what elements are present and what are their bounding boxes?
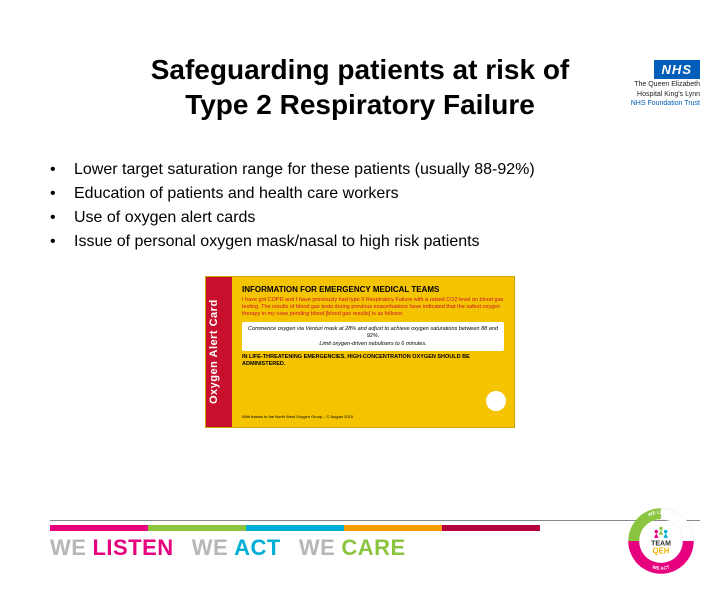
title-line2: Type 2 Respiratory Failure <box>185 89 535 120</box>
bullet-item: Use of oxygen alert cards <box>50 206 670 230</box>
badge-qeh: QEH <box>653 546 670 555</box>
title-line1: Safeguarding patients at risk of <box>151 54 570 85</box>
card-body: INFORMATION FOR EMERGENCY MEDICAL TEAMS … <box>232 277 514 427</box>
team-qeh-badge: TEAM QEH WE LISTEN WE ACT <box>622 502 700 580</box>
card-heading: INFORMATION FOR EMERGENCY MEDICAL TEAMS <box>242 285 504 294</box>
card-white-box: Commence oxygen via Venturi mask at 28% … <box>242 322 504 351</box>
card-mid1: Commence oxygen via Venturi mask at 28% … <box>247 326 499 340</box>
bar-maroon <box>442 525 540 531</box>
footer-rule <box>50 520 700 521</box>
nhs-trust-line2: Hospital King's Lynn <box>631 91 700 99</box>
bullet-item: Issue of personal oxygen mask/nasal to h… <box>50 230 670 254</box>
oxygen-alert-card: Oxygen Alert Card INFORMATION FOR EMERGE… <box>205 276 515 428</box>
bullet-item: Lower target saturation range for these … <box>50 158 670 182</box>
slogan-listen: WELISTEN <box>50 535 174 561</box>
bullet-item: Education of patients and health care wo… <box>50 182 670 206</box>
slogan-word: CARE <box>341 535 405 560</box>
nhs-box: NHS <box>654 60 700 79</box>
nhs-trust-line3: NHS Foundation Trust <box>631 100 700 108</box>
bar-pink <box>50 525 148 531</box>
card-logo-icon <box>486 391 506 411</box>
slogan-we: WE <box>50 535 86 560</box>
slogan-care: WECARE <box>299 535 406 561</box>
slogan: WELISTEN WEACT WECARE <box>50 535 700 561</box>
slogan-we: WE <box>192 535 228 560</box>
card-red-text: I have got COPD and I have previously ha… <box>242 297 504 318</box>
card-cap: IN LIFE-THREATENING EMERGENCIES, HIGH-CO… <box>242 354 504 368</box>
slogan-word: ACT <box>234 535 281 560</box>
slogan-act: WEACT <box>192 535 281 561</box>
slogan-we: WE <box>299 535 335 560</box>
color-bars <box>50 525 540 531</box>
card-spine: Oxygen Alert Card <box>206 277 232 427</box>
bullet-list: Lower target saturation range for these … <box>50 158 670 254</box>
page-title: Safeguarding patients at risk of Type 2 … <box>0 52 720 122</box>
card-foot: With thanks to the North West Oxygen Gro… <box>242 414 504 419</box>
card-mid2: Limit oxygen-driven nebulisers to 6 minu… <box>247 341 499 347</box>
bar-green <box>148 525 246 531</box>
bar-blue <box>246 525 344 531</box>
slogan-word: LISTEN <box>92 535 173 560</box>
footer: WELISTEN WEACT WECARE TEAM QE <box>50 520 700 576</box>
nhs-trust-line1: The Queen Elizabeth <box>631 81 700 89</box>
nhs-logo: NHS The Queen Elizabeth Hospital King's … <box>631 60 700 108</box>
bar-orange <box>344 525 442 531</box>
